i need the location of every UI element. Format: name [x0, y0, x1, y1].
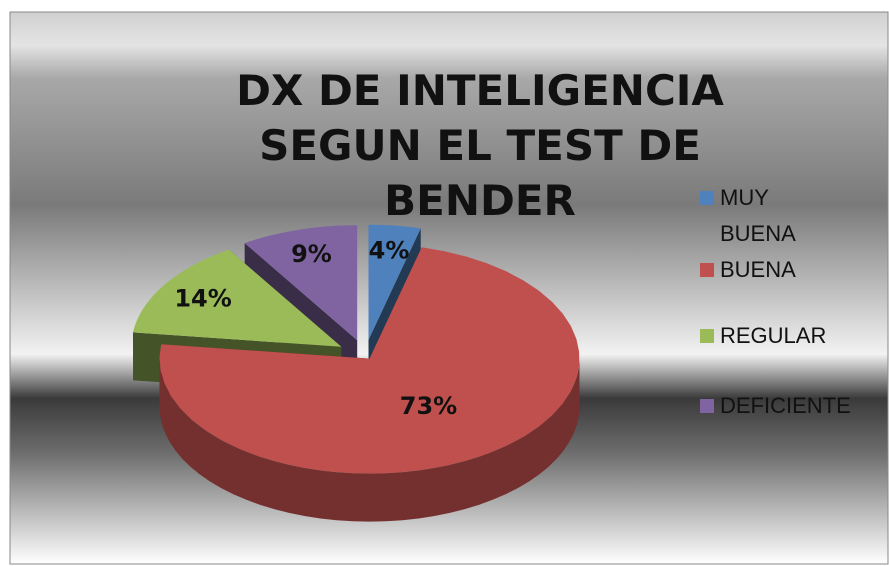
legend-swatch: [700, 263, 714, 277]
legend-label: REGULAR: [720, 323, 827, 348]
legend-label: BUENA: [720, 257, 796, 282]
legend-swatch: [700, 329, 714, 343]
legend-entry: MUY BUENA: [700, 180, 812, 252]
pie-slice: [159, 247, 580, 522]
data-label: 14%: [174, 285, 231, 313]
slice-top: [159, 247, 580, 474]
legend-swatch: [700, 399, 714, 413]
legend-entry: REGULAR: [700, 318, 826, 354]
legend-entry: BUENA: [700, 252, 812, 288]
legend-label: MUY BUENA: [720, 185, 796, 246]
legend-entry: DEFICIENTE: [700, 388, 851, 424]
chart-title: DX DE INTELIGENCIA SEGUN EL TEST DE BENDER: [236, 66, 724, 225]
legend-label: DEFICIENTE: [720, 393, 851, 418]
slice-top: [133, 249, 342, 347]
data-label: 9%: [291, 240, 332, 268]
data-label: 73%: [400, 392, 457, 420]
slice-top: [244, 225, 358, 341]
slice-top: [368, 224, 421, 340]
data-label: 4%: [369, 237, 410, 265]
slice-wall: [159, 358, 580, 522]
legend-swatch: [700, 191, 714, 205]
